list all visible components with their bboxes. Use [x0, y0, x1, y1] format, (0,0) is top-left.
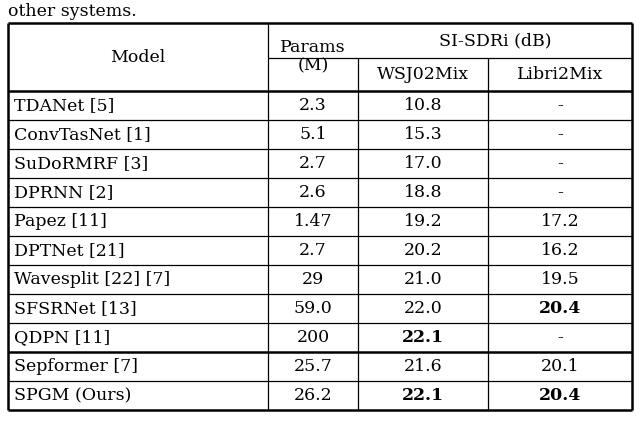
Text: SI-SDRi (dB): SI-SDRi (dB) — [439, 32, 551, 49]
Text: -: - — [557, 126, 563, 143]
Text: 22.1: 22.1 — [402, 387, 444, 404]
Text: 19.5: 19.5 — [541, 271, 579, 288]
Text: -: - — [557, 155, 563, 172]
Text: 15.3: 15.3 — [404, 126, 442, 143]
Text: 25.7: 25.7 — [294, 358, 332, 375]
Text: 10.8: 10.8 — [404, 97, 442, 114]
Text: 20.2: 20.2 — [404, 242, 442, 259]
Text: other systems.: other systems. — [8, 3, 137, 20]
Text: 59.0: 59.0 — [294, 300, 332, 317]
Text: 21.0: 21.0 — [404, 271, 442, 288]
Text: 2.7: 2.7 — [299, 155, 327, 172]
Text: SPGM (Ours): SPGM (Ours) — [14, 387, 131, 404]
Text: TDANet [5]: TDANet [5] — [14, 97, 115, 114]
Text: 200: 200 — [296, 329, 330, 346]
Text: 20.4: 20.4 — [539, 387, 581, 404]
Text: -: - — [557, 184, 563, 201]
Text: 29: 29 — [302, 271, 324, 288]
Text: Libri2Mix: Libri2Mix — [517, 66, 603, 83]
Text: Params: Params — [280, 39, 346, 57]
Text: (M): (M) — [298, 57, 329, 74]
Text: 2.6: 2.6 — [299, 184, 327, 201]
Text: Sepformer [7]: Sepformer [7] — [14, 358, 138, 375]
Text: DPRNN [2]: DPRNN [2] — [14, 184, 113, 201]
Text: 16.2: 16.2 — [541, 242, 579, 259]
Text: Papez [11]: Papez [11] — [14, 213, 107, 230]
Text: Wavesplit [22] [7]: Wavesplit [22] [7] — [14, 271, 170, 288]
Text: QDPN [11]: QDPN [11] — [14, 329, 110, 346]
Text: 22.0: 22.0 — [404, 300, 442, 317]
Text: 22.1: 22.1 — [402, 329, 444, 346]
Text: SFSRNet [13]: SFSRNet [13] — [14, 300, 137, 317]
Text: 5.1: 5.1 — [299, 126, 327, 143]
Text: 17.0: 17.0 — [404, 155, 442, 172]
Text: 2.7: 2.7 — [299, 242, 327, 259]
Text: 1.47: 1.47 — [294, 213, 332, 230]
Text: 18.8: 18.8 — [404, 184, 442, 201]
Text: WSJ02Mix: WSJ02Mix — [377, 66, 469, 83]
Text: -: - — [557, 97, 563, 114]
Text: ConvTasNet [1]: ConvTasNet [1] — [14, 126, 151, 143]
Text: Model: Model — [110, 49, 166, 66]
Text: 2.3: 2.3 — [299, 97, 327, 114]
Text: SuDoRMRF [3]: SuDoRMRF [3] — [14, 155, 148, 172]
Text: -: - — [557, 329, 563, 346]
Text: 20.1: 20.1 — [541, 358, 579, 375]
Text: DPTNet [21]: DPTNet [21] — [14, 242, 125, 259]
Text: 26.2: 26.2 — [294, 387, 332, 404]
Text: 21.6: 21.6 — [404, 358, 442, 375]
Text: 17.2: 17.2 — [541, 213, 579, 230]
Text: 19.2: 19.2 — [404, 213, 442, 230]
Text: 20.4: 20.4 — [539, 300, 581, 317]
